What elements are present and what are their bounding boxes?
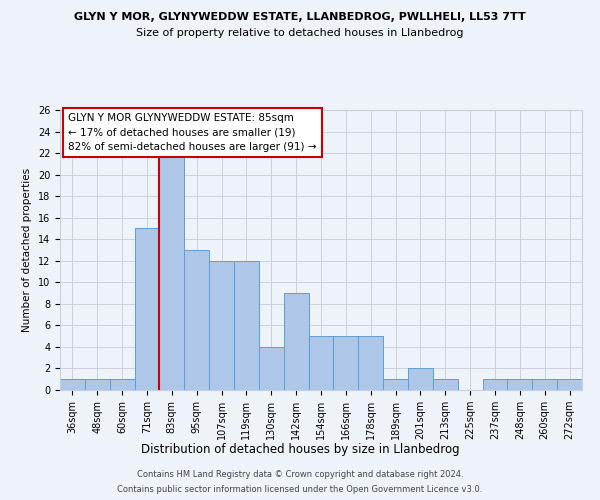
Text: Distribution of detached houses by size in Llanbedrog: Distribution of detached houses by size … — [140, 442, 460, 456]
Bar — [408, 368, 433, 390]
Bar — [557, 379, 582, 390]
Bar — [209, 261, 234, 390]
Bar — [160, 153, 184, 390]
Bar — [358, 336, 383, 390]
Bar — [433, 379, 458, 390]
Bar — [508, 379, 532, 390]
Bar — [334, 336, 358, 390]
Bar — [308, 336, 334, 390]
Bar — [110, 379, 134, 390]
Text: Contains public sector information licensed under the Open Government Licence v3: Contains public sector information licen… — [118, 485, 482, 494]
Bar — [532, 379, 557, 390]
Bar — [184, 250, 209, 390]
Text: Size of property relative to detached houses in Llanbedrog: Size of property relative to detached ho… — [136, 28, 464, 38]
Bar — [482, 379, 508, 390]
Text: GLYN Y MOR GLYNYWEDDW ESTATE: 85sqm
← 17% of detached houses are smaller (19)
82: GLYN Y MOR GLYNYWEDDW ESTATE: 85sqm ← 17… — [68, 113, 316, 152]
Bar — [259, 347, 284, 390]
Text: GLYN Y MOR, GLYNYWEDDW ESTATE, LLANBEDROG, PWLLHELI, LL53 7TT: GLYN Y MOR, GLYNYWEDDW ESTATE, LLANBEDRO… — [74, 12, 526, 22]
Bar — [60, 379, 85, 390]
Bar — [383, 379, 408, 390]
Bar — [284, 293, 308, 390]
Bar — [234, 261, 259, 390]
Bar — [85, 379, 110, 390]
Bar — [134, 228, 160, 390]
Y-axis label: Number of detached properties: Number of detached properties — [22, 168, 32, 332]
Text: Contains HM Land Registry data © Crown copyright and database right 2024.: Contains HM Land Registry data © Crown c… — [137, 470, 463, 479]
